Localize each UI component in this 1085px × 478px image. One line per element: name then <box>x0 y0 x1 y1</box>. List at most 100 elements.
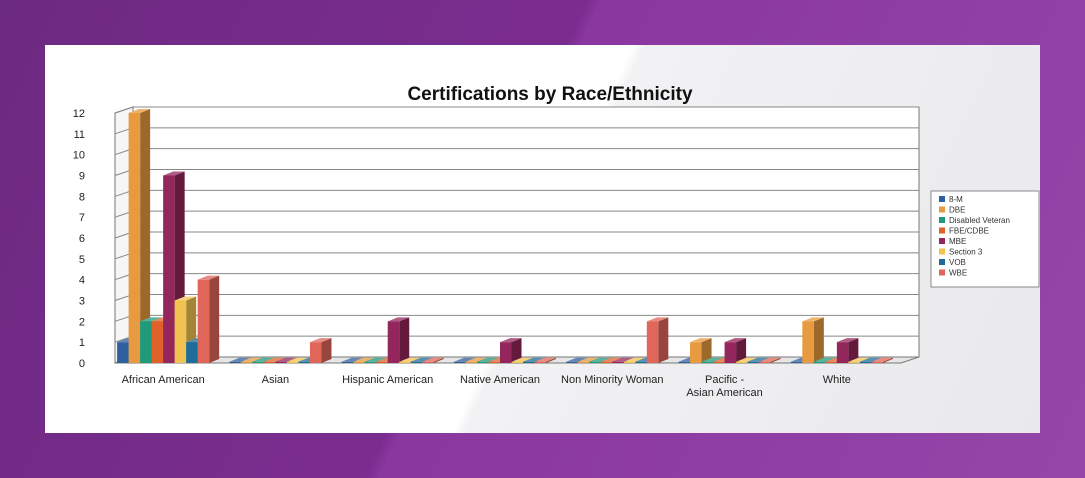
bar-top <box>240 357 263 362</box>
bar-front <box>523 361 535 363</box>
bar-front <box>263 361 276 363</box>
bar <box>197 275 220 363</box>
legend-label: MBE <box>949 237 966 246</box>
bar-side <box>813 317 824 363</box>
bar-front <box>566 361 578 363</box>
bar-side <box>882 357 893 363</box>
bar-front <box>534 361 547 363</box>
bar-top <box>589 357 611 362</box>
bar-front <box>453 361 466 363</box>
legend-swatch <box>939 196 945 202</box>
x-category-label: Non Minority Woman <box>561 374 664 386</box>
bar-front <box>500 342 512 363</box>
bar-front <box>623 361 636 363</box>
bar-top <box>341 357 364 362</box>
bar <box>802 317 824 363</box>
legend-label: Section 3 <box>949 248 983 257</box>
bar-top <box>410 357 433 362</box>
bar-top <box>128 109 151 113</box>
legend-swatch <box>939 238 945 244</box>
bar-top <box>690 338 712 343</box>
bar-top <box>747 357 770 362</box>
bar-top <box>848 357 870 362</box>
bar <box>309 338 332 363</box>
bar-top <box>364 357 387 362</box>
y-tick-label: 2 <box>79 316 85 328</box>
bar-front <box>197 279 210 363</box>
bar-front <box>353 361 365 363</box>
bar-front <box>174 300 187 363</box>
chart-title: Certifications by Race/Ethnicity <box>407 84 693 105</box>
legend-swatch <box>939 248 945 255</box>
bar <box>387 317 410 363</box>
bar <box>871 357 893 363</box>
legend-box <box>930 190 1040 288</box>
bar-front <box>747 361 760 363</box>
legend-label: DBE <box>949 206 965 215</box>
legend-label: WBE <box>949 269 967 278</box>
bar-top <box>759 357 781 362</box>
bar-side <box>736 338 747 363</box>
y-tick-label: 10 <box>73 150 85 162</box>
bar-front <box>163 175 175 363</box>
legend-label: VOB <box>949 258 966 267</box>
bar-front <box>117 342 129 363</box>
bar-top <box>500 338 522 343</box>
bar-front <box>759 361 771 363</box>
bar-side <box>321 338 332 363</box>
bar-top <box>476 357 499 362</box>
y-tick-label: 8 <box>79 191 85 203</box>
bar-top <box>802 317 824 322</box>
bar-top <box>275 357 297 362</box>
bar-top <box>353 357 375 362</box>
bar-front <box>724 342 737 363</box>
bar-top <box>523 357 545 362</box>
bar-front <box>736 361 748 363</box>
bar-top <box>813 357 836 362</box>
bar-top <box>871 357 893 362</box>
bar-side <box>140 109 151 363</box>
bar-top <box>263 357 286 362</box>
bar <box>500 338 522 363</box>
bar <box>646 317 669 363</box>
bar-front <box>399 361 411 363</box>
bar-front <box>678 361 691 363</box>
bar-front <box>802 321 814 363</box>
bar-side <box>848 338 859 363</box>
bar-top <box>724 338 747 343</box>
bar-front <box>140 321 152 363</box>
bar-top <box>453 357 476 362</box>
bar-top <box>197 275 220 280</box>
bar-side <box>770 357 781 363</box>
x-category-label: Pacific -Asian American <box>686 374 762 399</box>
legend-label: Disabled Veteran <box>949 216 1010 225</box>
legend-label: 8-M <box>949 195 963 204</box>
legend-label: FBE/CDBE <box>949 227 989 236</box>
bar-front <box>240 361 253 363</box>
bar-side <box>511 338 522 363</box>
bar-front <box>701 361 714 363</box>
x-category-label: Hispanic American <box>342 374 433 386</box>
bar <box>534 357 557 363</box>
x-category-label: Native American <box>460 374 540 386</box>
bar-front <box>186 342 198 363</box>
bar-top <box>387 317 410 322</box>
legend-swatch <box>939 259 945 265</box>
bar-front <box>488 361 500 363</box>
bar-front <box>813 361 826 363</box>
bar-top <box>701 357 724 362</box>
bar-top <box>399 357 421 362</box>
legend-swatch <box>939 206 945 213</box>
y-tick-label: 7 <box>79 212 85 224</box>
gridline-depth <box>114 106 134 114</box>
bar-top <box>140 317 162 322</box>
legend-swatch <box>939 227 945 234</box>
bar-top <box>577 357 600 362</box>
x-category-label: White <box>823 374 851 386</box>
bar-front <box>286 361 299 363</box>
bar <box>724 338 747 363</box>
bar-front <box>476 361 489 363</box>
x-category-label: African American <box>122 374 205 386</box>
bar <box>759 357 781 363</box>
